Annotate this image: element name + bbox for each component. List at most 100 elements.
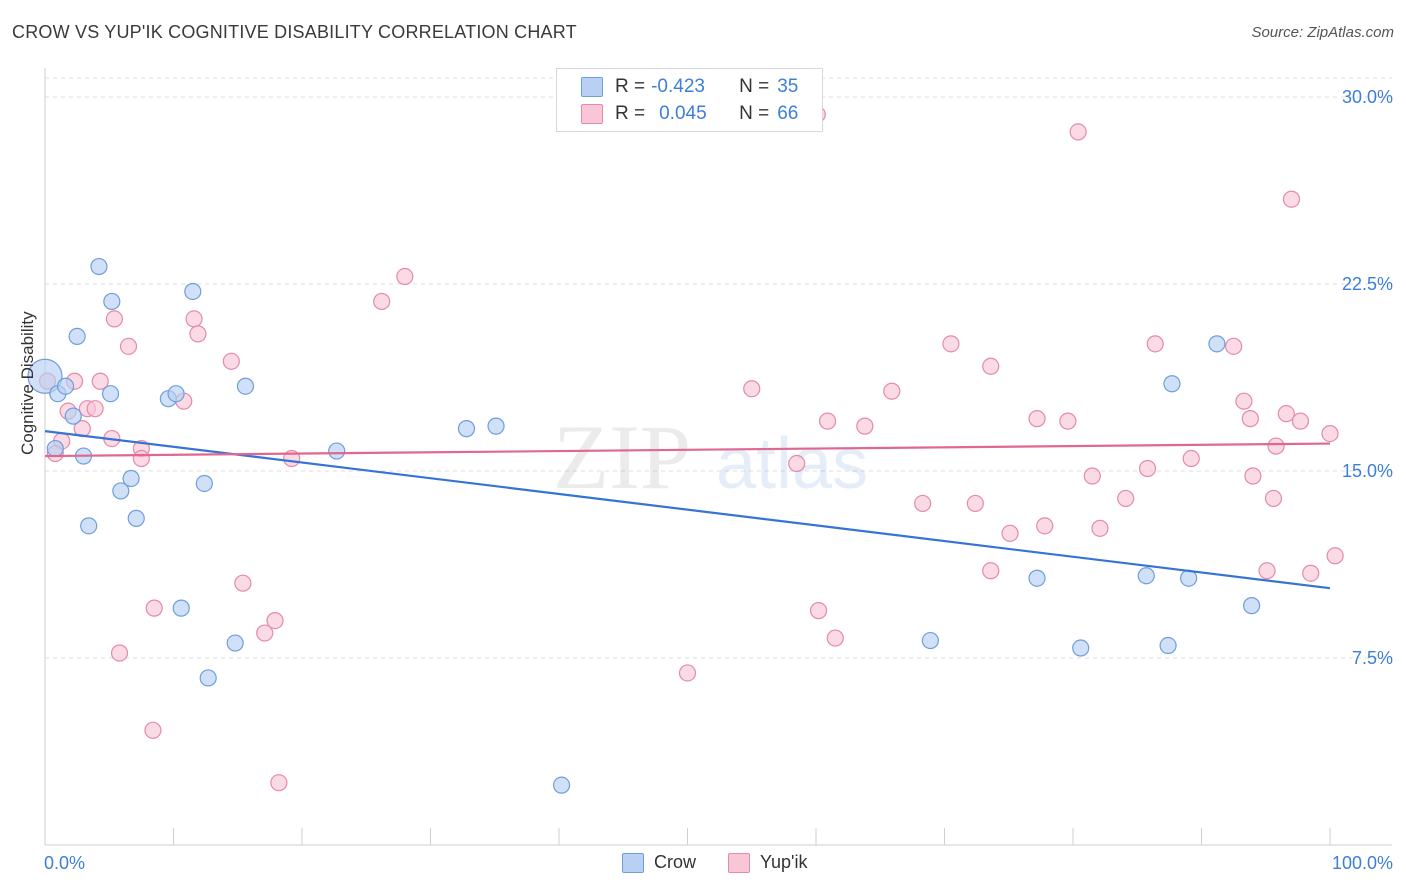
crow-point [167, 385, 185, 403]
yupik-point [396, 267, 414, 286]
crow-point [122, 469, 140, 488]
yupik-point [1244, 467, 1262, 485]
yupik-point [119, 337, 138, 355]
tick-labels: 7.5% 15.0% 22.5% 30.0% 0.0% 100.0% [44, 87, 1393, 873]
yupik-point [1326, 547, 1344, 565]
crow-point [457, 420, 476, 438]
yupik-point [132, 449, 150, 468]
yupik-point [942, 335, 960, 353]
yupik-point [1138, 459, 1157, 478]
yupik-point [1083, 467, 1101, 485]
yupik-point [982, 357, 1000, 375]
crow-points [27, 257, 1261, 794]
crow-point [56, 377, 75, 395]
yupik-point [1091, 519, 1109, 537]
yupik-point [1001, 524, 1019, 542]
crow-point [226, 634, 244, 652]
crow-point [101, 385, 120, 403]
yupik-point [1264, 489, 1283, 508]
crow-point [27, 358, 63, 394]
yupik-point [966, 494, 984, 513]
yupik-point [1277, 405, 1295, 423]
yupik-points [38, 105, 1344, 792]
n-value: 66 [777, 103, 799, 124]
yupik-swatch [728, 852, 751, 873]
yupik-point [1291, 412, 1310, 430]
yupik-point [270, 774, 288, 792]
legend-label-crow: Crow [654, 852, 697, 872]
stats-legend: R = -0.423 N = 35 R = 0.045 N = 66 [556, 68, 823, 132]
y-tick-label: 22.5% [1342, 274, 1393, 294]
n-label: N = [739, 76, 770, 97]
x-tick-label: 100.0% [1332, 853, 1393, 873]
watermark-zip: ZIP [553, 406, 691, 508]
yupik-point [788, 454, 806, 473]
yupik-point [1241, 410, 1259, 428]
yupik-point [110, 644, 129, 662]
yupik-point [818, 412, 837, 430]
yupik-point [1036, 517, 1054, 535]
crow-swatch [622, 852, 644, 873]
r-value: -0.423 [651, 76, 705, 97]
crow-swatch [581, 77, 603, 97]
chart-title: CROW VS YUP'IK COGNITIVE DISABILITY CORR… [12, 22, 577, 42]
crow-point [1159, 636, 1177, 655]
trend-lines [44, 430, 1331, 590]
yupik-point [373, 292, 391, 311]
legend-item-yupik[interactable]: Yup'ik [728, 852, 808, 873]
yupik-swatch [581, 104, 603, 124]
crow-point [1163, 375, 1181, 393]
crow-point [112, 482, 130, 500]
yupik-point [189, 325, 207, 343]
crow-point [552, 776, 571, 794]
axes [44, 68, 1392, 846]
yupik-point [185, 310, 203, 328]
crow-point [80, 517, 98, 535]
crow-point [199, 669, 217, 687]
yupik-point [105, 310, 123, 328]
yupik-point [1059, 412, 1077, 430]
legend-item-crow[interactable]: Crow [622, 852, 696, 873]
yupik-point [809, 602, 828, 620]
crow-point [328, 442, 346, 460]
yupik-point [86, 400, 104, 418]
crow-point [921, 631, 939, 650]
crow-point [68, 327, 86, 345]
yupik-point [1182, 449, 1200, 468]
yupik-point [826, 629, 844, 647]
crow-point [1137, 567, 1155, 585]
yupik-point [266, 611, 284, 630]
yupik-point [1282, 190, 1301, 208]
yupik-point [856, 417, 874, 435]
y-axis-label: Cognitive Disability [18, 311, 37, 455]
yupik-point [222, 352, 240, 370]
yupik-point [145, 599, 163, 617]
yupik-point [91, 372, 109, 390]
yupik-point [1267, 437, 1285, 455]
yupik-point [1235, 392, 1253, 410]
crow-point [172, 599, 190, 617]
crow-point [1208, 335, 1226, 353]
yupik-point [1069, 123, 1087, 141]
x-tick-label: 0.0% [44, 853, 85, 873]
crow-trend-line [44, 430, 1331, 590]
yupik-point [144, 721, 162, 739]
crow-point [1028, 569, 1046, 587]
yupik-point [982, 562, 1000, 580]
crow-point [127, 509, 145, 527]
y-tick-label: 30.0% [1342, 87, 1393, 107]
crow-point [90, 257, 108, 276]
legend-row-yupik: R = 0.045 N = 66 [581, 102, 798, 126]
n-label: N = [739, 103, 770, 124]
yupik-point [1146, 335, 1164, 353]
yupik-point [1258, 562, 1276, 580]
crow-point [1243, 597, 1261, 615]
source-label: Source: ZipAtlas.com [1251, 24, 1394, 41]
crow-point [184, 282, 202, 301]
r-label: R = [615, 103, 646, 124]
yupik-point [1302, 564, 1320, 582]
yupik-point [234, 574, 252, 592]
yupik-point [678, 664, 697, 682]
yupik-trend-line [44, 442, 1331, 458]
